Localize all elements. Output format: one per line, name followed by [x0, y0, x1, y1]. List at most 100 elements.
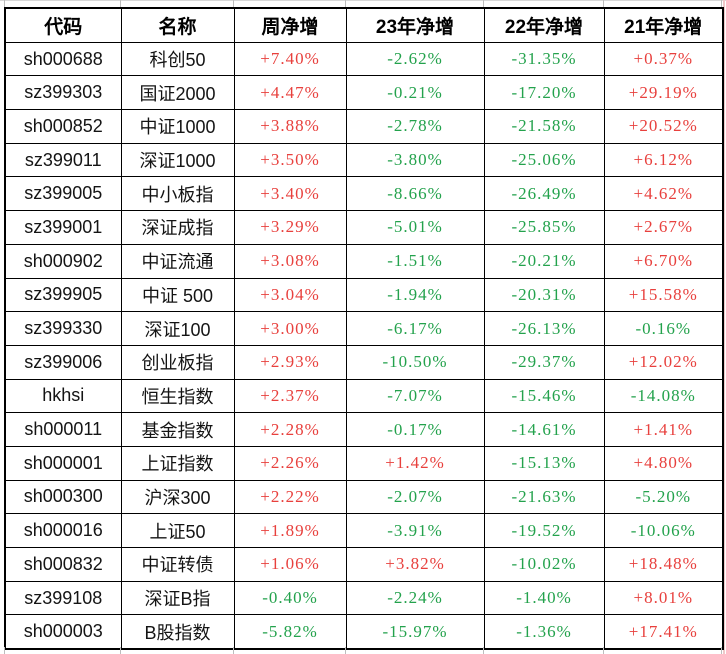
change-value-cell: +3.00%: [233, 311, 347, 346]
change-value-cell: +8.01%: [603, 580, 724, 616]
index-name-cell: 深证B指: [120, 580, 235, 616]
index-name-cell: 国证2000: [120, 75, 235, 111]
index-code-cell: sz399011: [4, 142, 122, 178]
change-value-cell: +1.06%: [233, 547, 347, 582]
change-value-cell: -29.37%: [483, 344, 605, 380]
change-value-cell: -2.24%: [345, 580, 485, 616]
index-code-cell: sz399108: [4, 580, 122, 616]
gridline-stub: [233, 647, 234, 654]
change-value-cell: -2.62%: [345, 41, 485, 77]
change-value-cell: -20.31%: [483, 277, 605, 313]
table-row: hkhsi 恒生指数 +2.37% -7.07% -15.46% -14.08%: [4, 378, 724, 414]
index-code-cell: sh000300: [4, 479, 122, 515]
index-name-cell: 中证流通: [120, 243, 235, 279]
gridline-stub: [721, 647, 722, 654]
change-value-cell: -10.50%: [345, 344, 485, 380]
change-value-cell: -26.13%: [483, 311, 605, 346]
gridline-stub: [233, 0, 234, 7]
change-value-cell: -10.06%: [603, 513, 724, 548]
change-value-cell: -15.97%: [345, 614, 485, 650]
header-cell-week: 周净增: [233, 7, 347, 43]
change-value-cell: -2.78%: [345, 109, 485, 144]
index-name-cell: 中证1000: [120, 109, 235, 144]
change-value-cell: -26.49%: [483, 176, 605, 212]
index-name-cell: B股指数: [120, 614, 235, 650]
change-value-cell: +12.02%: [603, 344, 724, 380]
change-value-cell: +2.37%: [233, 378, 347, 414]
index-name-cell: 基金指数: [120, 412, 235, 447]
index-code-cell: sh000832: [4, 547, 122, 582]
change-value-cell: +3.40%: [233, 176, 347, 212]
change-value-cell: +20.52%: [603, 109, 724, 144]
gridline-stub: [4, 0, 5, 7]
gridline-stub: [603, 647, 604, 654]
change-value-cell: -10.02%: [483, 547, 605, 582]
change-value-cell: +6.70%: [603, 243, 724, 279]
change-value-cell: +3.04%: [233, 277, 347, 313]
change-value-cell: +1.42%: [345, 445, 485, 481]
change-value-cell: -25.85%: [483, 210, 605, 245]
change-value-cell: -15.13%: [483, 445, 605, 481]
gridline-stub: [345, 0, 346, 7]
header-row: 代码 名称 周净增 23年净增 22年净增 21年净增: [4, 7, 724, 43]
table-row: sz399005 中小板指 +3.40% -8.66% -26.49% +4.62%: [4, 176, 724, 212]
change-value-cell: -0.21%: [345, 75, 485, 111]
table-row: sh000688 科创50 +7.40% -2.62% -31.35% +0.37%: [4, 41, 724, 77]
change-value-cell: -1.94%: [345, 277, 485, 313]
table-row: sz399108 深证B指 -0.40% -2.24% -1.40% +8.01%: [4, 580, 724, 616]
index-name-cell: 恒生指数: [120, 378, 235, 414]
index-name-cell: 中证 500: [120, 277, 235, 313]
index-code-cell: sh000902: [4, 243, 122, 279]
header-cell-2021: 21年净增: [603, 7, 724, 43]
gridline-stub: [4, 647, 5, 654]
index-performance-table: 代码 名称 周净增 23年净增 22年净增 21年净增 sh000688 科创50…: [4, 7, 724, 651]
change-value-cell: -1.36%: [483, 614, 605, 650]
table-row: sz399303 国证2000 +4.47% -0.21% -17.20% +29.19%: [4, 75, 724, 111]
change-value-cell: -0.17%: [345, 412, 485, 447]
change-value-cell: +2.22%: [233, 479, 347, 515]
index-name-cell: 上证指数: [120, 445, 235, 481]
change-value-cell: +17.41%: [603, 614, 724, 650]
change-value-cell: -15.46%: [483, 378, 605, 414]
change-value-cell: -0.40%: [233, 580, 347, 616]
index-code-cell: sz399905: [4, 277, 122, 313]
table-row: sh000001 上证指数 +2.26% +1.42% -15.13% +4.80%: [4, 445, 724, 481]
change-value-cell: -0.16%: [603, 311, 724, 346]
index-code-cell: sh000001: [4, 445, 122, 481]
gridline-stub: [345, 647, 346, 654]
table-row: sh000832 中证转债 +1.06% +3.82% -10.02% +18.48%: [4, 547, 724, 582]
change-value-cell: +29.19%: [603, 75, 724, 111]
change-value-cell: -5.82%: [233, 614, 347, 650]
table-row: sz399001 深证成指 +3.29% -5.01% -25.85% +2.67%: [4, 210, 724, 245]
change-value-cell: +2.93%: [233, 344, 347, 380]
change-value-cell: -7.07%: [345, 378, 485, 414]
index-name-cell: 上证50: [120, 513, 235, 548]
change-value-cell: -25.06%: [483, 142, 605, 178]
table-row: sh000852 中证1000 +3.88% -2.78% -21.58% +20.52%: [4, 109, 724, 144]
change-value-cell: +4.47%: [233, 75, 347, 111]
table-row: sh000003 B股指数 -5.82% -15.97% -1.36% +17.41%: [4, 614, 724, 650]
change-value-cell: -20.21%: [483, 243, 605, 279]
index-code-cell: sz399303: [4, 75, 122, 111]
header-cell-2022: 22年净增: [483, 7, 605, 43]
change-value-cell: +3.82%: [345, 547, 485, 582]
change-value-cell: -5.20%: [603, 479, 724, 515]
gridline-stub: [483, 0, 484, 7]
table-row: sh000902 中证流通 +3.08% -1.51% -20.21% +6.70%: [4, 243, 724, 279]
table-row: sh000011 基金指数 +2.28% -0.17% -14.61% +1.41%: [4, 412, 724, 447]
index-code-cell: sz399005: [4, 176, 122, 212]
gridline-stub: [483, 647, 484, 654]
index-code-cell: sh000852: [4, 109, 122, 144]
change-value-cell: -21.58%: [483, 109, 605, 144]
index-name-cell: 中小板指: [120, 176, 235, 212]
change-value-cell: +18.48%: [603, 547, 724, 582]
index-name-cell: 深证1000: [120, 142, 235, 178]
change-value-cell: -14.08%: [603, 378, 724, 414]
index-name-cell: 创业板指: [120, 344, 235, 380]
change-value-cell: -8.66%: [345, 176, 485, 212]
table-row: sz399011 深证1000 +3.50% -3.80% -25.06% +6.12%: [4, 142, 724, 178]
index-name-cell: 深证100: [120, 311, 235, 346]
table-row: sz399905 中证 500 +3.04% -1.94% -20.31% +15.58%: [4, 277, 724, 313]
change-value-cell: -31.35%: [483, 41, 605, 77]
